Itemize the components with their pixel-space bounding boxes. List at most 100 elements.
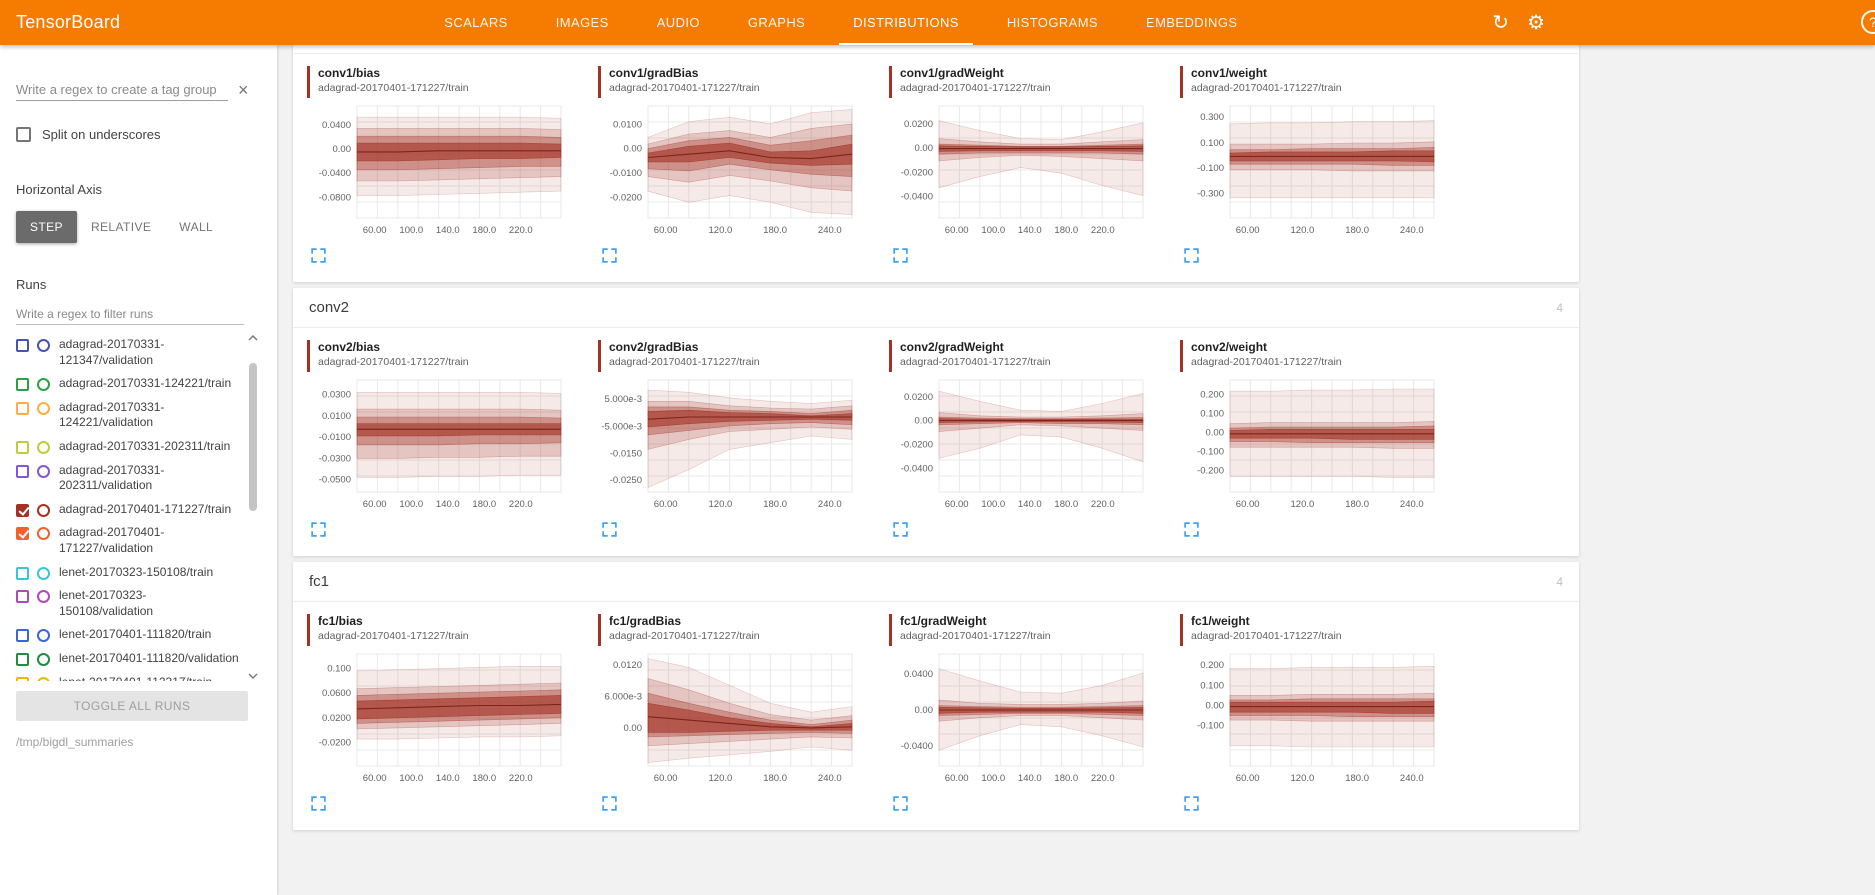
run-item[interactable]: lenet-20170401-111820/train xyxy=(16,623,239,647)
chart-header: fc1/gradWeight adagrad-20170401-171227/t… xyxy=(889,614,1176,646)
run-radio[interactable] xyxy=(37,629,50,643)
run-checkbox[interactable] xyxy=(16,503,29,517)
run-checkbox[interactable] xyxy=(16,652,29,666)
axis-wall-button[interactable]: WALL xyxy=(165,211,227,243)
run-item[interactable]: adagrad-20170331-202311/validation xyxy=(16,459,239,498)
fullscreen-icon[interactable] xyxy=(1182,246,1201,268)
svg-text:-0.0100: -0.0100 xyxy=(610,168,642,179)
help-icon[interactable]: ? xyxy=(1861,10,1875,34)
svg-text:-0.0200: -0.0200 xyxy=(901,439,933,450)
run-radio[interactable] xyxy=(37,440,50,454)
run-radio[interactable] xyxy=(37,464,50,478)
svg-text:100.0: 100.0 xyxy=(981,773,1005,784)
run-checkbox[interactable] xyxy=(16,566,29,580)
run-item[interactable]: lenet-20170401-112317/train xyxy=(16,671,239,681)
axis-relative-button[interactable]: RELATIVE xyxy=(77,211,165,243)
run-radio[interactable] xyxy=(37,652,50,666)
chart-header: conv1/weight adagrad-20170401-171227/tra… xyxy=(1180,66,1467,98)
tab-scalars[interactable]: SCALARS xyxy=(444,15,508,30)
tab-distributions[interactable]: DISTRIBUTIONS xyxy=(829,0,983,45)
tag-regex-input[interactable] xyxy=(16,79,228,101)
chart-card: conv2/bias adagrad-20170401-171227/train… xyxy=(307,340,594,550)
fullscreen-icon[interactable] xyxy=(891,794,910,816)
close-icon[interactable]: × xyxy=(238,80,249,100)
charts-row: conv2/bias adagrad-20170401-171227/train… xyxy=(293,328,1579,556)
runs-scrollbar[interactable] xyxy=(245,333,261,681)
scroll-down-icon[interactable] xyxy=(248,673,258,679)
svg-text:60.00: 60.00 xyxy=(654,225,678,236)
run-radio[interactable] xyxy=(37,378,50,392)
fullscreen-icon[interactable] xyxy=(600,794,619,816)
run-radio[interactable] xyxy=(37,503,50,517)
run-checkbox[interactable] xyxy=(16,676,29,681)
svg-text:220.0: 220.0 xyxy=(1091,499,1115,510)
main-content: conv1 4 conv1/bias adagrad-20170401-1712… xyxy=(277,0,1597,850)
refresh-icon[interactable]: ↻ xyxy=(1492,11,1510,34)
toggle-all-runs-button[interactable]: TOGGLE ALL RUNS xyxy=(16,691,248,721)
scroll-up-icon[interactable] xyxy=(248,335,258,341)
fullscreen-icon[interactable] xyxy=(309,246,328,268)
tab-images[interactable]: IMAGES xyxy=(555,15,609,30)
split-underscores-option[interactable]: Split on underscores xyxy=(16,127,261,142)
run-checkbox[interactable] xyxy=(16,401,29,415)
svg-text:120.0: 120.0 xyxy=(1291,499,1315,510)
chart-run-label: adagrad-20170401-171227/train xyxy=(609,630,760,642)
run-radio[interactable] xyxy=(37,339,50,352)
tab-embeddings[interactable]: EMBEDDINGS xyxy=(1146,15,1238,30)
svg-text:220.0: 220.0 xyxy=(1091,773,1115,784)
run-item[interactable]: adagrad-20170401-171227/train xyxy=(16,498,239,522)
category-header[interactable]: fc1 4 xyxy=(293,562,1579,602)
run-item[interactable]: lenet-20170401-111820/validation xyxy=(16,647,239,671)
runs-filter-input[interactable] xyxy=(16,304,244,325)
run-color-stripe xyxy=(598,340,601,372)
tab-audio[interactable]: AUDIO xyxy=(656,15,700,30)
run-checkbox[interactable] xyxy=(16,440,29,454)
svg-text:0.100: 0.100 xyxy=(1200,680,1224,691)
chart-title: fc1/gradWeight xyxy=(900,614,987,628)
tab-graphs[interactable]: GRAPHS xyxy=(747,15,806,30)
run-radio[interactable] xyxy=(37,401,50,415)
fullscreen-icon[interactable] xyxy=(309,794,328,816)
run-color-stripe xyxy=(307,340,310,372)
svg-text:-0.100: -0.100 xyxy=(1197,163,1224,174)
scrollbar-thumb[interactable] xyxy=(249,363,257,511)
split-underscores-checkbox[interactable] xyxy=(16,127,31,142)
run-item[interactable]: adagrad-20170331-121347/validation xyxy=(16,333,239,372)
fullscreen-icon[interactable] xyxy=(600,520,619,542)
run-radio[interactable] xyxy=(37,676,50,681)
run-item[interactable]: lenet-20170323-150108/validation xyxy=(16,584,239,623)
svg-text:120.0: 120.0 xyxy=(709,225,733,236)
fullscreen-icon[interactable] xyxy=(309,520,328,542)
run-radio[interactable] xyxy=(37,527,50,541)
run-item[interactable]: adagrad-20170331-202311/train xyxy=(16,435,239,459)
run-item[interactable]: adagrad-20170331-124221/train xyxy=(16,372,239,396)
distribution-plot: 0.300 0.100 -0.100 -0.300 60.00 120.0 180.0 240… xyxy=(1197,105,1435,236)
run-checkbox[interactable] xyxy=(16,590,29,604)
run-radio[interactable] xyxy=(37,566,50,580)
svg-text:-0.0200: -0.0200 xyxy=(901,168,933,179)
run-color-stripe xyxy=(1180,66,1183,98)
tab-histograms[interactable]: HISTOGRAMS xyxy=(1006,15,1098,30)
fullscreen-icon[interactable] xyxy=(891,520,910,542)
run-item[interactable]: lenet-20170323-150108/train xyxy=(16,561,239,585)
svg-text:0.00: 0.00 xyxy=(915,415,934,426)
fullscreen-icon[interactable] xyxy=(1182,520,1201,542)
fullscreen-icon[interactable] xyxy=(1182,794,1201,816)
run-color-stripe xyxy=(307,66,310,98)
run-checkbox[interactable] xyxy=(16,378,29,392)
run-item[interactable]: adagrad-20170331-124221/validation xyxy=(16,396,239,435)
fullscreen-icon[interactable] xyxy=(600,246,619,268)
fullscreen-icon[interactable] xyxy=(891,246,910,268)
run-radio[interactable] xyxy=(37,590,50,604)
run-checkbox[interactable] xyxy=(16,527,29,541)
run-checkbox[interactable] xyxy=(16,629,29,643)
run-checkbox[interactable] xyxy=(16,464,29,478)
chart-card: conv2/gradWeight adagrad-20170401-171227… xyxy=(889,340,1176,550)
run-checkbox[interactable] xyxy=(16,339,29,352)
run-item[interactable]: adagrad-20170401-171227/validation xyxy=(16,521,239,560)
settings-icon[interactable]: ⚙ xyxy=(1527,11,1545,34)
run-label: lenet-20170323-150108/train xyxy=(59,564,214,579)
axis-step-button[interactable]: STEP xyxy=(16,211,77,243)
chart-run-label: adagrad-20170401-171227/train xyxy=(609,82,760,94)
category-header[interactable]: conv2 4 xyxy=(293,288,1579,328)
